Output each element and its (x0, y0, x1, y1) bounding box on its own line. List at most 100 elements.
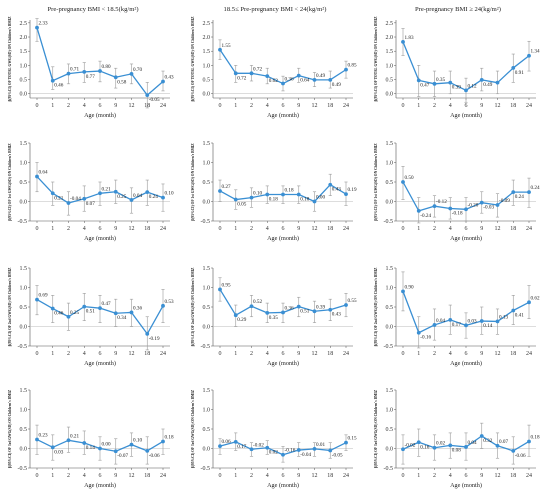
y-tick-label: 0.5 (386, 180, 394, 186)
data-label: -0.16 (285, 448, 296, 454)
data-label: 0.10 (133, 438, 142, 444)
y-axis-title: β(95%CI) OF TOTAL GWG(SD) ON Children's … (8, 16, 12, 102)
data-point (35, 25, 39, 30)
data-label: -0.19 (149, 336, 160, 342)
data-label: -0.04 (70, 196, 81, 202)
data-point (66, 71, 71, 76)
x-axis-title: Age (month) (267, 112, 299, 119)
data-label: -0.05 (332, 452, 343, 458)
y-tick-label: 0.5 (386, 305, 394, 311)
data-label: 0.47 (420, 82, 429, 88)
y-tick-label: 0.5 (203, 78, 211, 84)
data-label: 0.14 (483, 323, 492, 329)
data-label: 1.55 (222, 43, 231, 49)
x-tick-label: 24 (160, 351, 166, 357)
y-axis-title: β(95%CI) OF 3rd GWG(SD) ON Children's BM… (374, 389, 378, 468)
data-point (401, 447, 405, 452)
data-label: 0.13 (499, 314, 508, 320)
data-label: 0.18 (531, 434, 540, 440)
data-point (66, 314, 71, 319)
data-point (495, 80, 500, 85)
y-axis-title: β(95%CI) OF 3rd GWG(SD) ON Children's BM… (191, 389, 195, 468)
x-tick-label: 18 (327, 351, 333, 357)
data-label: 0.02 (269, 450, 278, 456)
x-tick-label: 6 (465, 351, 468, 357)
data-label: -0.06 (515, 453, 526, 459)
data-label: 1.83 (405, 35, 414, 41)
x-tick-label: 12 (495, 226, 501, 232)
data-point (233, 197, 238, 202)
x-tick-label: 4 (449, 473, 452, 479)
data-label: 0.14 (86, 445, 95, 451)
data-point (98, 446, 102, 451)
data-point (344, 440, 348, 445)
x-tick-label: 4 (266, 103, 269, 109)
x-tick-label: 0 (402, 351, 405, 357)
data-point (161, 303, 165, 308)
y-axis-title: β(95%CI) OF 3rd GWG(SD) ON Children's BM… (8, 389, 12, 468)
data-label: 0.49 (316, 73, 325, 79)
data-point (145, 190, 150, 195)
column-title-3: Pre-pregnancy BMI ≥ 24(kg/m²) (415, 6, 501, 13)
y-tick-label: 0.0 (20, 92, 28, 98)
x-tick-label: 24 (343, 351, 349, 357)
data-label: 0.00 (102, 442, 111, 448)
data-label: 0.62 (269, 78, 278, 84)
data-point (464, 88, 468, 93)
x-tick-label: 2 (67, 351, 70, 357)
x-axis-title: Age (month) (84, 112, 116, 119)
data-point (129, 198, 134, 202)
data-point (432, 81, 437, 86)
x-tick-label: 24 (526, 103, 532, 109)
data-label: 0.01 (316, 442, 325, 448)
x-tick-label: 2 (250, 351, 253, 357)
data-point (249, 304, 254, 309)
data-label: 0.72 (253, 66, 262, 72)
x-axis-title: Age (month) (450, 112, 482, 119)
y-tick-label: 0.0 (386, 200, 394, 206)
data-label: -0.02 (253, 442, 264, 448)
y-tick-label: 0.5 (20, 305, 28, 311)
x-tick-label: 0 (219, 103, 222, 109)
data-point (479, 319, 484, 323)
data-label: 0.06 (222, 439, 231, 445)
data-point (511, 190, 516, 195)
data-point (66, 201, 71, 205)
x-axis-title: Age (month) (84, 482, 116, 489)
data-label: 0.21 (54, 195, 63, 201)
x-tick-label: 0 (36, 226, 39, 232)
data-label: 0.43 (332, 187, 341, 193)
x-axis-title: Age (month) (450, 360, 482, 367)
data-point (432, 204, 437, 209)
y-tick-label: 1.0 (203, 408, 211, 414)
data-label: 0.36 (133, 305, 142, 311)
x-tick-label: 2 (67, 473, 70, 479)
data-point (98, 69, 102, 73)
y-tick-label: 1.5 (20, 49, 28, 55)
y-tick-label: 0.5 (203, 180, 211, 186)
data-label: 0.55 (348, 298, 357, 304)
x-tick-label: 9 (297, 351, 300, 357)
y-tick-label: 1.0 (203, 161, 211, 167)
data-point (401, 289, 405, 294)
x-tick-label: 24 (526, 473, 532, 479)
data-label: 0.49 (483, 82, 492, 88)
column-title-2: 18.5≤ Pre-pregnancy BMI < 24(kg/m²) (224, 6, 327, 13)
data-point (249, 71, 254, 76)
y-axis-title: β(95%CI) OF TOTAL GWG(SD) ON Children's … (374, 16, 378, 102)
data-point (218, 444, 222, 449)
x-tick-label: 0 (219, 351, 222, 357)
x-tick-label: 2 (250, 226, 253, 232)
x-tick-label: 24 (526, 351, 532, 357)
data-point (401, 180, 405, 184)
data-point (464, 323, 468, 328)
y-tick-label: 1.0 (20, 63, 28, 69)
x-tick-label: 24 (343, 103, 349, 109)
y-axis-title: β(95%CI) OF 2nd GWG(SD) ON Children's BM… (374, 267, 378, 346)
x-tick-label: 4 (83, 103, 86, 109)
data-point (218, 189, 222, 193)
